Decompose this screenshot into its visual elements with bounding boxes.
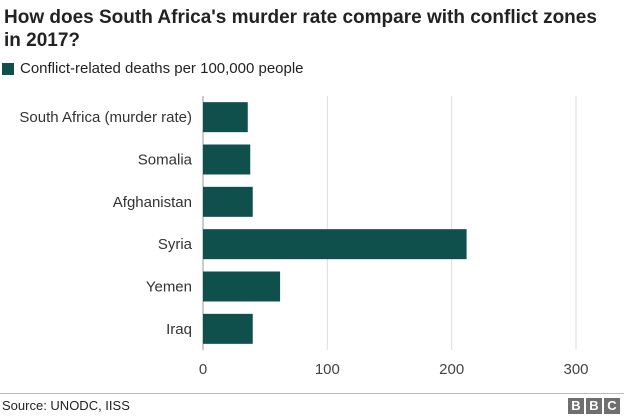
category-label: Afghanistan: [113, 194, 192, 211]
chart-title: How does South Africa's murder rate comp…: [4, 7, 597, 51]
category-label: Somalia: [138, 152, 193, 169]
x-tick-label: 300: [563, 361, 588, 378]
bar: [203, 229, 467, 260]
logo-letter: C: [604, 398, 620, 414]
category-label: Yemen: [146, 279, 192, 296]
x-tick-label: 0: [199, 361, 207, 378]
bbc-logo: B B C: [568, 398, 620, 414]
chart-legend: Conflict-related deaths per 100,000 peop…: [2, 60, 304, 77]
bar: [203, 313, 253, 344]
source-note: Source: UNODC, IISS: [2, 398, 130, 413]
category-label: South Africa (murder rate): [19, 109, 192, 126]
bar: [203, 186, 253, 217]
logo-letter: B: [568, 398, 584, 414]
x-tick-label: 200: [439, 361, 464, 378]
category-label: Iraq: [166, 321, 192, 338]
x-tick-label: 100: [315, 361, 340, 378]
bar: [203, 271, 281, 302]
bar-chart: 0 100 200 300 South Africa (murder rate) Soma…: [19, 96, 589, 378]
category-label: Syria: [158, 236, 193, 253]
logo-letter: B: [586, 398, 602, 414]
legend-swatch: [2, 62, 14, 75]
footer-divider: [0, 393, 624, 394]
bar: [203, 102, 248, 133]
bar: [203, 144, 251, 175]
legend-label: Conflict-related deaths per 100,000 peop…: [20, 60, 304, 77]
